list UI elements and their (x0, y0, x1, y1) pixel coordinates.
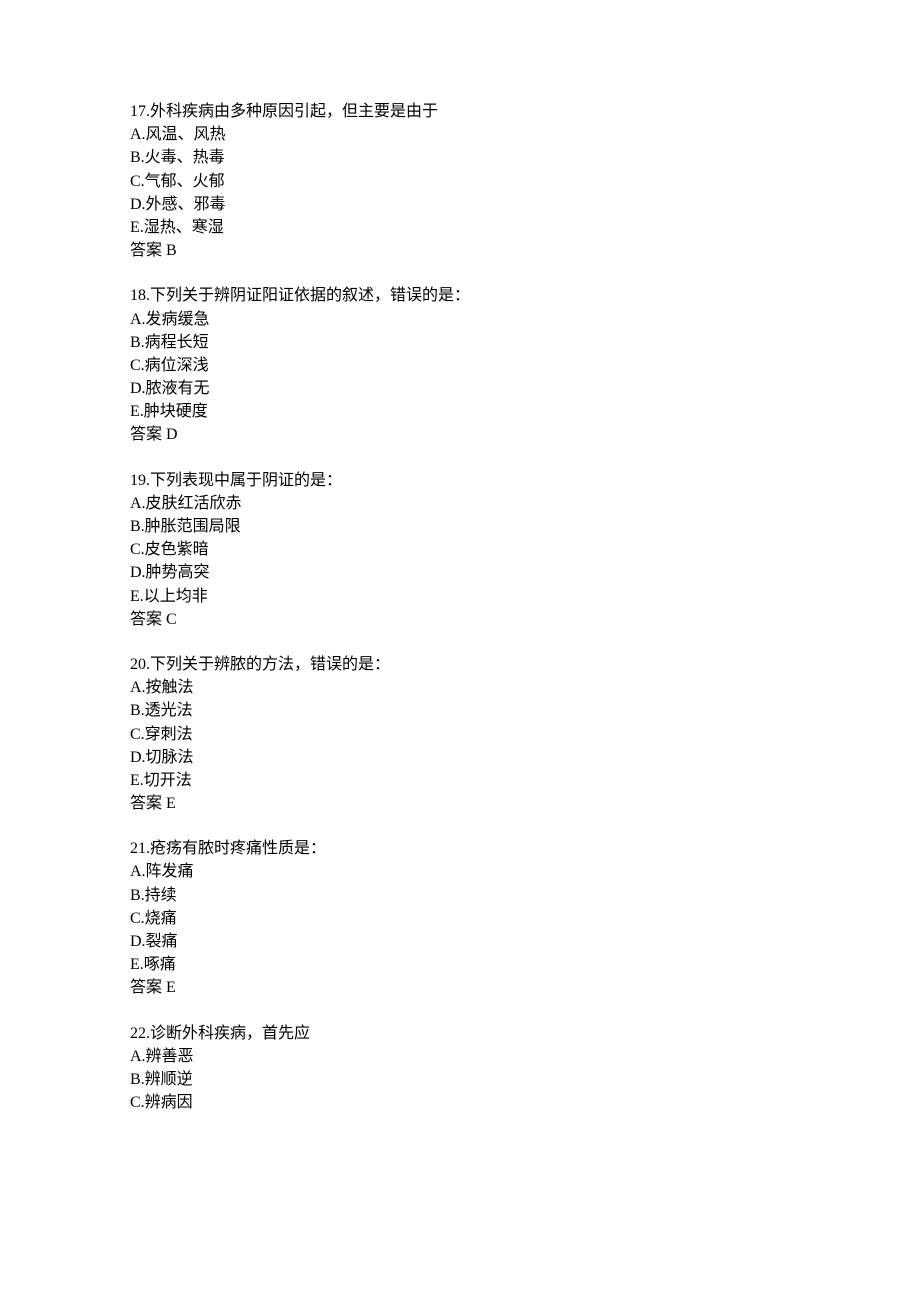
question-stem: 22.诊断外科疾病，首先应 (130, 1022, 790, 1045)
question-block: 21.疮疡有脓时疼痛性质是： A.阵发痛 B.持续 C.烧痛 D.裂痛 E.啄痛… (130, 837, 790, 999)
question-stem: 17.外科疾病由多种原因引起，但主要是由于 (130, 100, 790, 123)
question-option: B.持续 (130, 884, 790, 907)
question-option: B.辨顺逆 (130, 1068, 790, 1091)
question-option: C.穿刺法 (130, 723, 790, 746)
question-block: 17.外科疾病由多种原因引起，但主要是由于 A.风温、风热 B.火毒、热毒 C.… (130, 100, 790, 262)
document-page: 17.外科疾病由多种原因引起，但主要是由于 A.风温、风热 B.火毒、热毒 C.… (0, 0, 920, 1196)
question-option: A.阵发痛 (130, 860, 790, 883)
question-option: A.发病缓急 (130, 308, 790, 331)
question-stem: 20.下列关于辨脓的方法，错误的是： (130, 653, 790, 676)
question-option: E.切开法 (130, 769, 790, 792)
question-answer: 答案 C (130, 608, 790, 631)
question-option: C.皮色紫暗 (130, 538, 790, 561)
question-option: D.裂痛 (130, 930, 790, 953)
question-option: A.按触法 (130, 676, 790, 699)
question-option: B.病程长短 (130, 331, 790, 354)
question-option: C.烧痛 (130, 907, 790, 930)
question-stem: 21.疮疡有脓时疼痛性质是： (130, 837, 790, 860)
question-option: A.风温、风热 (130, 123, 790, 146)
question-option: E.湿热、寒湿 (130, 216, 790, 239)
question-option: C.气郁、火郁 (130, 170, 790, 193)
question-option: B.透光法 (130, 699, 790, 722)
question-option: E.以上均非 (130, 585, 790, 608)
question-option: D.肿势高突 (130, 561, 790, 584)
question-stem: 19.下列表现中属于阴证的是： (130, 469, 790, 492)
question-option: D.外感、邪毒 (130, 193, 790, 216)
question-option: B.火毒、热毒 (130, 146, 790, 169)
question-stem: 18.下列关于辨阴证阳证依据的叙述，错误的是： (130, 284, 790, 307)
question-option: E.啄痛 (130, 953, 790, 976)
question-option: A.辨善恶 (130, 1045, 790, 1068)
question-block: 20.下列关于辨脓的方法，错误的是： A.按触法 B.透光法 C.穿刺法 D.切… (130, 653, 790, 815)
question-block: 18.下列关于辨阴证阳证依据的叙述，错误的是： A.发病缓急 B.病程长短 C.… (130, 284, 790, 446)
question-option: B.肿胀范围局限 (130, 515, 790, 538)
question-answer: 答案 B (130, 239, 790, 262)
question-option: D.切脉法 (130, 746, 790, 769)
question-option: E.肿块硬度 (130, 400, 790, 423)
question-option: A.皮肤红活欣赤 (130, 492, 790, 515)
question-answer: 答案 E (130, 976, 790, 999)
question-block: 19.下列表现中属于阴证的是： A.皮肤红活欣赤 B.肿胀范围局限 C.皮色紫暗… (130, 469, 790, 631)
question-block: 22.诊断外科疾病，首先应 A.辨善恶 B.辨顺逆 C.辨病因 (130, 1022, 790, 1115)
question-option: D.脓液有无 (130, 377, 790, 400)
question-answer: 答案 E (130, 792, 790, 815)
question-option: C.病位深浅 (130, 354, 790, 377)
question-answer: 答案 D (130, 423, 790, 446)
question-option: C.辨病因 (130, 1091, 790, 1114)
